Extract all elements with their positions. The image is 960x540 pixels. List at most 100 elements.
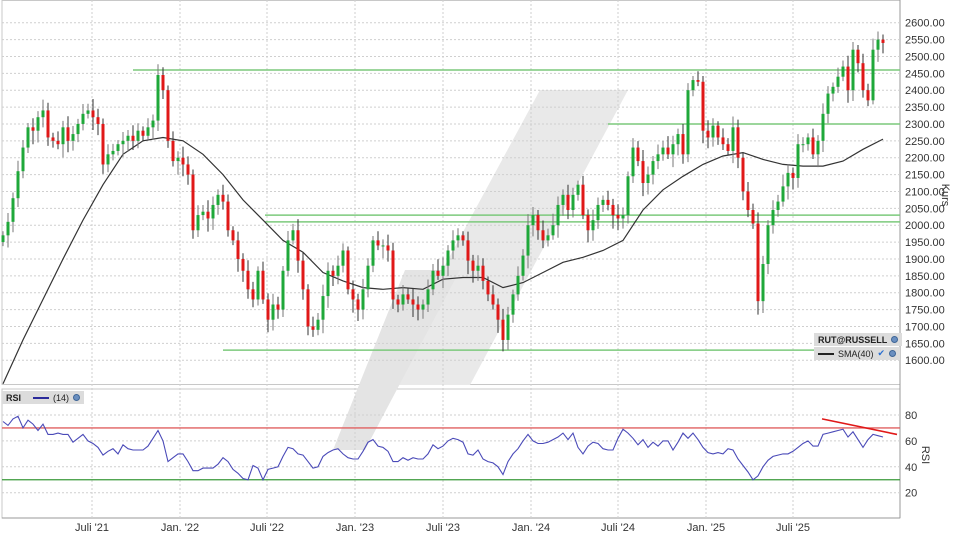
candle [231,226,235,246]
candle [881,34,885,54]
globe-icon[interactable] [891,336,899,343]
candle-body [706,130,710,138]
price-tick-label: 1600.00 [905,355,945,367]
candle-body [546,235,550,241]
price-tick-label: 2550.00 [905,35,945,47]
candle-body [771,210,775,226]
candle [571,187,575,218]
candle [686,83,690,163]
candle-body [141,130,145,136]
price-tick-label: 2400.00 [905,85,945,97]
candle-body [6,221,10,236]
rsi-tick-label: 40 [905,462,917,474]
candle-body [331,270,335,276]
candle-body [576,184,580,195]
candle [616,204,620,231]
candle [411,288,415,317]
candle-body [86,110,90,114]
candle [136,123,140,149]
candle [751,203,755,229]
rsi-tick-label: 60 [905,436,917,448]
candle-body [411,299,415,305]
rsi-legend[interactable]: RSI (14) [2,391,85,404]
candle-body [121,140,125,145]
candle-body [861,63,865,91]
candle [436,259,440,280]
candle-body [461,235,465,241]
candle-body [536,215,540,231]
candle-body [466,240,470,261]
symbol-legend[interactable]: RUT@RUSSELL [814,333,903,346]
candle-body [476,265,480,271]
price-tick-label: 2300.00 [905,119,945,131]
candle [106,144,110,173]
candle [151,114,155,140]
price-tick-label: 1800.00 [905,288,945,300]
candle-body [171,140,175,162]
globe-icon[interactable] [73,394,81,401]
candle [581,175,585,220]
candle-body [336,265,340,276]
candle-body [386,245,390,251]
candle [641,149,645,197]
candle-body [56,140,60,145]
candle [251,281,255,308]
candle-body [441,265,445,276]
candle [146,118,150,140]
candle-body [811,137,815,155]
candle [91,98,95,131]
rsi-line-swatch [33,396,50,399]
candle-body [876,39,880,50]
candle [731,116,735,164]
candle-body [296,230,300,261]
candle [401,284,405,311]
globe-icon[interactable] [889,350,897,357]
price-tick-label: 1750.00 [905,305,945,317]
rsi-line [2,415,884,482]
candle-body [736,127,740,158]
price-tick-label: 1900.00 [905,254,945,266]
candle-body [816,140,820,155]
candle [6,213,10,248]
candle-body [116,144,120,151]
candle [51,132,55,148]
candle [496,298,500,333]
candle-body [186,164,190,175]
check-icon[interactable]: ✔ [877,348,886,358]
candle [606,190,610,211]
time-tick-label: Jan. '25 [687,522,725,534]
candle [611,198,615,229]
price-tick-label: 1950.00 [905,237,945,249]
candle-body [381,245,385,247]
candle [31,118,35,145]
candle [476,255,480,281]
candle [831,82,835,102]
candle [361,278,365,320]
candle-body [831,86,835,94]
candle-body [551,225,555,236]
sma-legend[interactable]: SMA(40) ✔ [814,347,901,360]
candle [226,194,230,237]
candle [756,212,760,315]
candle-body [851,49,855,91]
candle [391,242,395,309]
candle [41,99,45,128]
candle-body [146,127,150,136]
candle [26,122,30,153]
candle-body [841,66,845,77]
candle-body [71,134,75,141]
candle [621,207,625,229]
candle [166,85,170,148]
candle [721,128,725,150]
candle [801,137,805,153]
candle [521,249,525,281]
candle [351,280,355,313]
candle [16,160,20,207]
candle [161,67,165,99]
candle-body [881,39,885,43]
candle-body [161,75,165,91]
candle-body [61,127,65,145]
candle [421,299,425,319]
candle-body [406,294,410,300]
candle [726,138,730,155]
